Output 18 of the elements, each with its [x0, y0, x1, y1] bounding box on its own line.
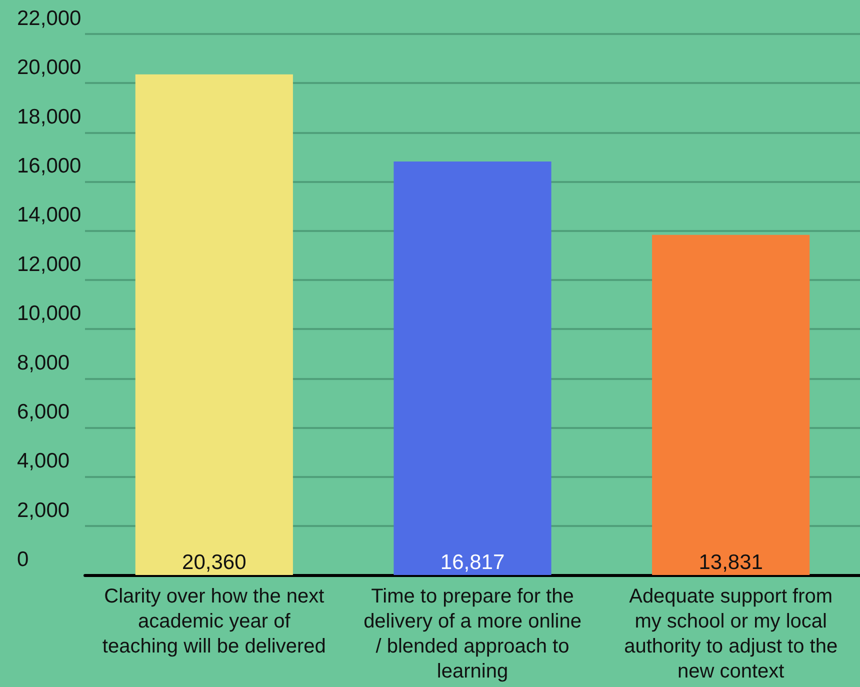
y-tick-label: 6,000	[17, 400, 70, 424]
y-tick-label: 20,000	[17, 56, 82, 80]
y-tick-label: 2,000	[17, 498, 70, 522]
y-tick-label: 18,000	[17, 105, 82, 128]
y-tick-label: 12,000	[17, 252, 82, 276]
data-label: 16,817	[440, 551, 505, 574]
y-tick-label: 8,000	[17, 351, 70, 374]
x-tick-label: Clarity over how the next academic year of teaching will be delivered	[102, 586, 326, 658]
y-tick-label: 16,000	[17, 154, 82, 178]
data-label: 20,360	[182, 551, 246, 574]
y-tick-label: 14,000	[17, 204, 82, 227]
y-tick-label: 22,000	[17, 7, 82, 30]
y-tick-label: 4,000	[17, 450, 70, 473]
y-tick-label: 10,000	[17, 302, 82, 326]
data-label: 13,831	[698, 551, 763, 574]
x-tick-label: Time to prepare for the delivery of a more online / blended approach to learning	[364, 586, 582, 682]
x-tick-label: Adequate support from my school or my local authority to adjust to the new context	[624, 586, 838, 682]
y-tick-label: 0	[17, 548, 29, 571]
